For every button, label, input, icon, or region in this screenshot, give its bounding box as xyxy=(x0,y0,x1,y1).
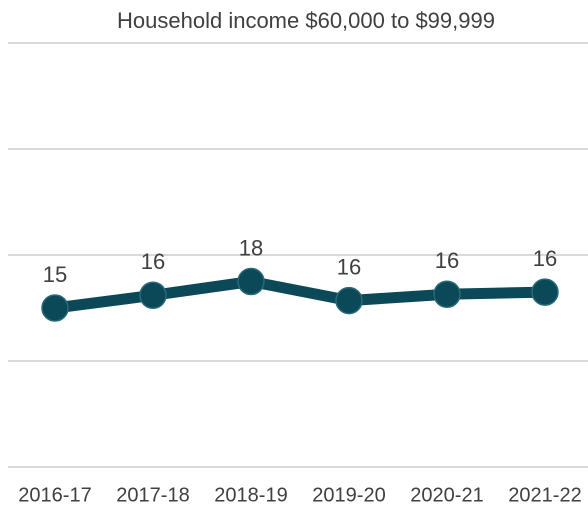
x-tick-label: 2016-17 xyxy=(18,484,91,506)
x-tick-label: 2021-22 xyxy=(508,484,581,506)
data-label: 16 xyxy=(337,254,361,279)
data-label: 16 xyxy=(435,248,459,273)
x-tick-label: 2018-19 xyxy=(214,484,287,506)
data-label: 15 xyxy=(43,262,67,287)
line xyxy=(54,276,546,314)
x-tick-label: 2017-18 xyxy=(116,484,189,506)
marker xyxy=(335,286,363,315)
marker xyxy=(531,278,559,306)
data-label: 18 xyxy=(239,235,263,260)
x-tick-label: 2020-21 xyxy=(410,484,483,506)
data-label: 16 xyxy=(533,246,557,271)
marker xyxy=(237,267,265,296)
chart-title: Household income $60,000 to $99,999 xyxy=(117,8,495,33)
marker xyxy=(41,294,69,322)
data-label: 16 xyxy=(141,249,165,274)
x-tick-label: 2019-20 xyxy=(312,484,385,506)
marker xyxy=(139,281,167,310)
marker xyxy=(433,280,461,308)
